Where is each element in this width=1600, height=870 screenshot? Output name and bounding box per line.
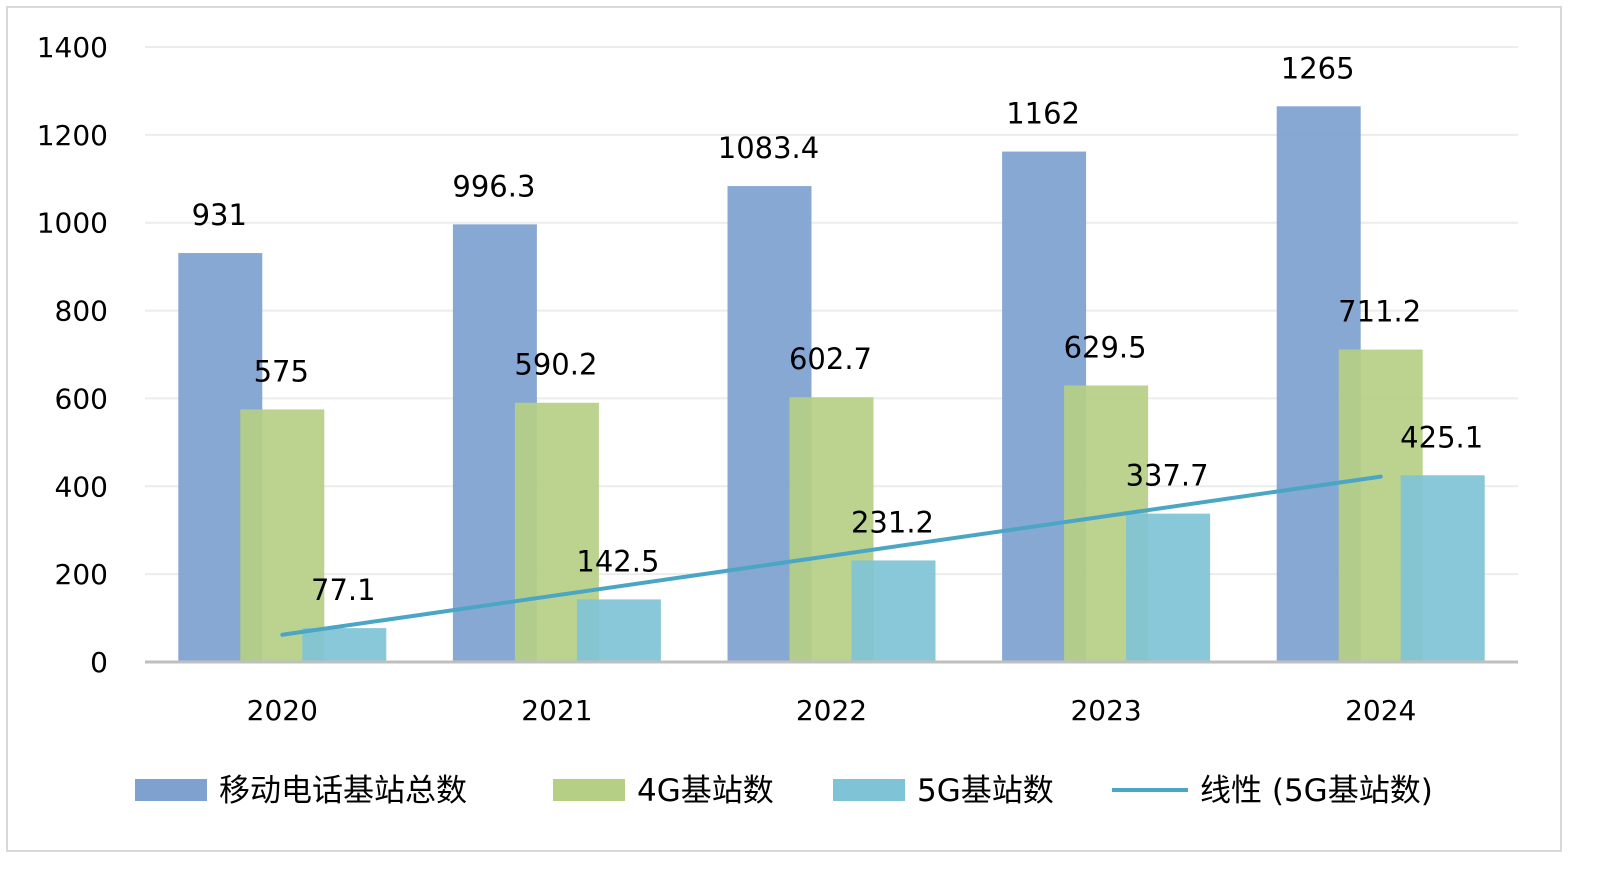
y-tick-label: 1200	[37, 119, 108, 152]
data-label: 337.7	[1126, 459, 1209, 493]
data-label: 1083.4	[718, 131, 819, 165]
data-label: 575	[254, 354, 309, 388]
bar	[1400, 475, 1485, 662]
y-tick-label: 200	[55, 558, 108, 591]
data-label: 77.1	[311, 573, 376, 607]
data-label: 231.2	[851, 505, 934, 539]
data-label: 590.2	[514, 348, 597, 382]
data-label: 142.5	[576, 544, 659, 578]
trendline	[280, 474, 1383, 637]
y-tick-label: 400	[55, 470, 108, 503]
data-label: 629.5	[1064, 330, 1147, 364]
data-label: 711.2	[1338, 295, 1421, 329]
legend-item-trendline-label: 线性 (5G基站数)	[1200, 773, 1433, 809]
data-label: 931	[192, 198, 247, 232]
legend-item-4g-swatch	[553, 779, 625, 801]
y-tick-label: 1400	[37, 31, 108, 64]
bar	[1126, 513, 1211, 662]
data-label: 425.1	[1400, 420, 1483, 454]
legend-item-5g-label: 5G基站数	[917, 773, 1054, 809]
bar	[240, 409, 325, 662]
bar	[576, 599, 661, 662]
data-label: 1162	[1006, 97, 1080, 131]
y-tick-label: 0	[90, 646, 108, 679]
x-tick-label: 2022	[796, 694, 867, 727]
bar	[302, 628, 387, 662]
data-label: 1265	[1281, 51, 1355, 85]
bar	[851, 560, 936, 662]
data-label: 602.7	[789, 342, 872, 376]
legend-item-total-label: 移动电话基站总数	[219, 773, 467, 809]
x-tick-label: 2020	[247, 694, 318, 727]
legend-item-4g-label: 4G基站数	[637, 773, 774, 809]
y-tick-label: 800	[55, 295, 108, 328]
x-tick-label: 2021	[521, 694, 592, 727]
y-tick-label: 600	[55, 382, 108, 415]
legend-item-5g-swatch	[833, 779, 905, 801]
x-tick-label: 2023	[1070, 694, 1141, 727]
legend-item-total-swatch	[135, 779, 207, 801]
y-tick-label: 1000	[37, 207, 108, 240]
data-label: 996.3	[452, 169, 535, 203]
x-tick-label: 2024	[1345, 694, 1416, 727]
